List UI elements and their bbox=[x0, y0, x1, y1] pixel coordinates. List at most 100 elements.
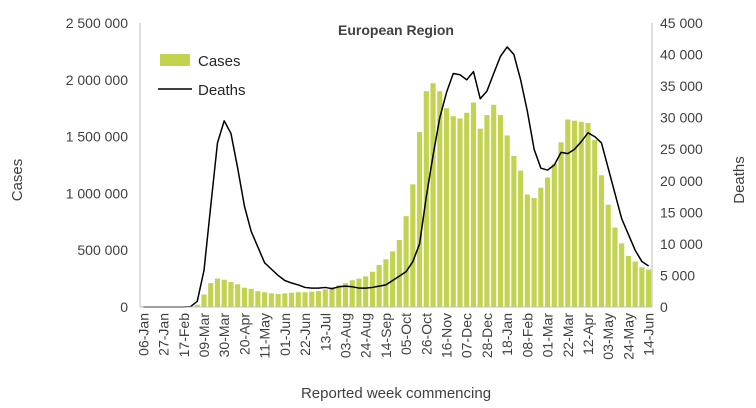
bar-cases-21-Dec bbox=[477, 128, 483, 307]
x-tick-label: 01-Jun bbox=[277, 313, 293, 356]
x-tick-label: 08-Feb bbox=[519, 313, 535, 358]
bar-cases-06-Apr bbox=[228, 282, 234, 307]
bar-cases-09-Mar bbox=[201, 294, 207, 307]
x-tick-label: 18-Jan bbox=[499, 313, 515, 356]
x-tick-label: 28-Dec bbox=[479, 313, 495, 358]
y2-tick-label: 15 000 bbox=[660, 204, 703, 220]
y2-tick-label: 20 000 bbox=[660, 173, 703, 189]
bar-cases-15-Feb bbox=[531, 197, 537, 307]
axes bbox=[139, 23, 653, 308]
bar-cases-13-Apr bbox=[235, 284, 241, 307]
bar-cases-08-Jun bbox=[289, 292, 295, 307]
bar-cases-17-May bbox=[619, 243, 625, 307]
x-tick-label: 14-Jun bbox=[641, 313, 657, 356]
cases-bars bbox=[187, 83, 652, 308]
bar-cases-02-Mar bbox=[194, 304, 200, 307]
bar-cases-31-May bbox=[632, 261, 638, 307]
bar-cases-08-Feb bbox=[524, 194, 530, 307]
legend-deaths-label: Deaths bbox=[198, 82, 246, 99]
bar-cases-31-Aug bbox=[369, 271, 375, 307]
bar-cases-10-May bbox=[612, 227, 618, 307]
y-tick-label: 2 500 000 bbox=[66, 15, 128, 31]
bar-cases-05-Oct bbox=[403, 216, 409, 307]
bar-cases-06-Jul bbox=[315, 291, 322, 307]
x-tick-label: 06-Jan bbox=[135, 313, 151, 356]
bar-cases-13-Jul bbox=[322, 289, 328, 307]
bar-cases-12-Oct bbox=[410, 184, 416, 307]
bar-cases-14-Sep bbox=[383, 259, 389, 307]
deaths-line-group bbox=[143, 46, 650, 308]
y2-tick-label: 25 000 bbox=[660, 141, 703, 157]
chart-title: European Region bbox=[338, 22, 454, 38]
bar-cases-22-Feb bbox=[538, 187, 544, 307]
y2-tick-label: 5 000 bbox=[660, 267, 695, 283]
bar-cases-25-May bbox=[275, 293, 281, 307]
left-axis-ticks: 0 500 000 1 000 000 1 500 000 2 000 000 2 500… bbox=[66, 15, 129, 315]
bar-cases-12-Apr bbox=[585, 122, 591, 307]
x-tick-label: 13-Jul bbox=[317, 313, 333, 351]
bar-cases-07-Jun bbox=[639, 267, 645, 307]
y-tick-label: 0 bbox=[120, 299, 128, 315]
y2-tick-label: 35 000 bbox=[660, 78, 703, 94]
bar-cases-09-Nov bbox=[437, 91, 443, 307]
y-axis-title: Cases bbox=[9, 159, 26, 202]
y-tick-label: 500 000 bbox=[77, 242, 128, 258]
x-tick-label: 07-Dec bbox=[459, 313, 475, 358]
x-tick-label: 30-Mar bbox=[216, 313, 232, 358]
y-tick-label: 1 500 000 bbox=[66, 129, 128, 145]
bar-cases-16-Nov bbox=[443, 108, 450, 307]
bar-cases-22-Mar bbox=[565, 119, 571, 307]
bar-cases-23-Mar bbox=[214, 278, 221, 307]
bar-cases-07-Dec bbox=[464, 112, 470, 308]
x-tick-label: 17-Feb bbox=[176, 313, 192, 358]
bar-cases-23-Nov bbox=[450, 116, 456, 308]
bar-cases-25-Jan bbox=[511, 155, 517, 307]
y2-tick-label: 0 bbox=[660, 299, 668, 315]
bar-cases-30-Mar bbox=[221, 279, 227, 307]
legend-cases-label: Cases bbox=[198, 53, 241, 70]
x-tick-label: 14-Sep bbox=[378, 313, 394, 358]
bar-cases-03-Aug bbox=[342, 283, 349, 307]
y2-tick-label: 10 000 bbox=[660, 236, 703, 252]
x-axis-ticks: 06-Jan 27-Jan 17-Feb 09-Mar 30-Mar 20-Apr 11-M… bbox=[135, 313, 656, 360]
bar-cases-19-Apr bbox=[592, 140, 598, 307]
bar-cases-18-Jan bbox=[504, 135, 510, 307]
bar-cases-15-Mar bbox=[558, 142, 564, 307]
y2-tick-label: 30 000 bbox=[660, 110, 703, 126]
bar-cases-01-Jun bbox=[282, 293, 288, 307]
x-tick-label: 12-Apr bbox=[580, 313, 596, 355]
bar-cases-04-May bbox=[255, 291, 261, 307]
y2-tick-label: 40 000 bbox=[660, 47, 703, 63]
bar-cases-11-May bbox=[262, 292, 268, 307]
bar-cases-30-Nov bbox=[457, 118, 463, 307]
bar-cases-08-Mar bbox=[551, 163, 557, 307]
x-tick-label: 09-Mar bbox=[196, 313, 212, 358]
x-tick-label: 11-May bbox=[257, 313, 273, 359]
bar-cases-27-Apr bbox=[248, 288, 254, 307]
bar-cases-14-Dec bbox=[470, 102, 477, 308]
right-axis-ticks: 0 5 000 10 000 15 000 20 000 25 000 30 000 35 0… bbox=[660, 15, 703, 315]
x-tick-label: 20-Apr bbox=[236, 313, 252, 355]
y-tick-label: 2 000 000 bbox=[66, 72, 128, 88]
bar-cases-15-Jun bbox=[295, 292, 301, 307]
bar-cases-24-May bbox=[625, 255, 631, 307]
legend: Cases Deaths bbox=[158, 53, 246, 99]
bar-cases-17-Aug bbox=[356, 278, 362, 307]
bar-cases-28-Dec bbox=[484, 115, 490, 308]
bar-cases-21-Sep bbox=[390, 251, 396, 307]
y2-tick-label: 45 000 bbox=[660, 15, 703, 31]
x-tick-label: 03-Aug bbox=[338, 313, 354, 358]
bar-cases-05-Apr bbox=[578, 121, 584, 307]
bar-cases-24-Aug bbox=[363, 276, 369, 307]
bar-cases-02-Nov bbox=[430, 83, 436, 308]
bar-cases-01-Feb bbox=[518, 170, 524, 307]
x-tick-label: 24-Aug bbox=[358, 313, 374, 358]
bar-cases-01-Mar bbox=[545, 177, 551, 307]
bar-cases-22-Jun bbox=[302, 292, 308, 307]
bar-cases-29-Mar bbox=[571, 120, 578, 307]
bar-cases-29-Jun bbox=[309, 291, 315, 307]
x-tick-label: 24-May bbox=[620, 313, 636, 360]
deaths-line bbox=[143, 46, 650, 308]
bar-cases-26-Apr bbox=[598, 175, 605, 307]
